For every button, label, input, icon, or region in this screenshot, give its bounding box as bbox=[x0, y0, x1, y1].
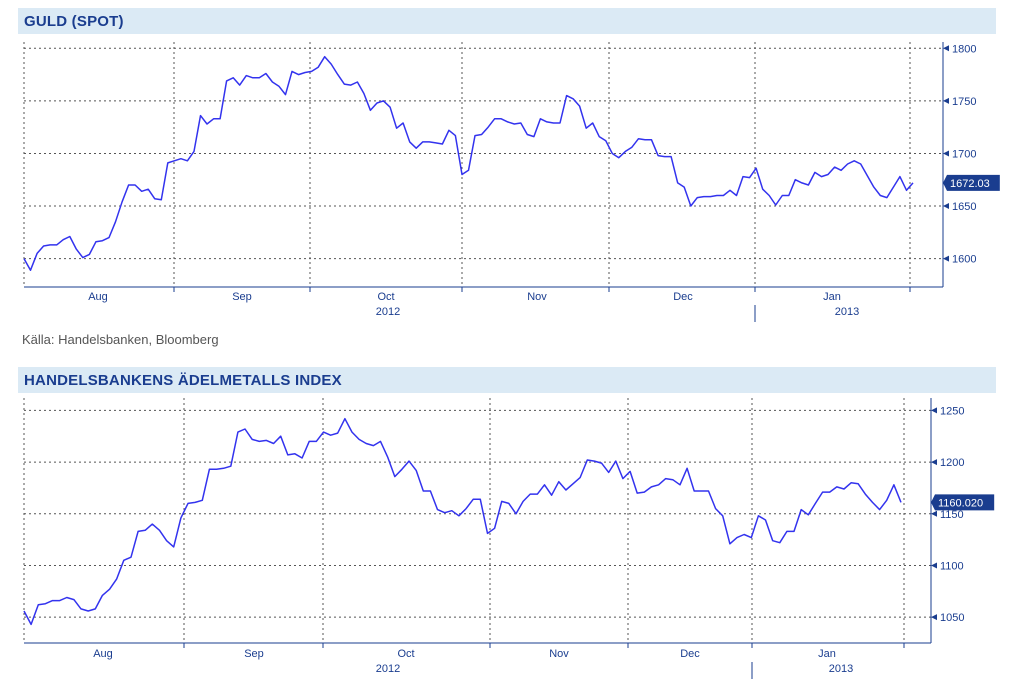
chart1-y-tick-mark-1 bbox=[943, 203, 949, 210]
chart2-y-tick-mark-2 bbox=[931, 510, 937, 517]
chart1-month-label-2: Oct bbox=[377, 291, 394, 303]
chart2-month-label-2: Oct bbox=[397, 648, 414, 660]
source-note: Källa: Handelsbanken, Bloomberg bbox=[22, 332, 219, 347]
chart1-year-label-0: 2012 bbox=[376, 306, 400, 318]
chart1-y-tick-mark-2 bbox=[943, 150, 949, 157]
chart1-series-line bbox=[23, 55, 914, 271]
chart2-year-label-0: 2012 bbox=[376, 663, 400, 675]
chart1-month-label-5: Jan bbox=[823, 291, 841, 303]
chart2-y-tick-mark-0 bbox=[931, 614, 937, 621]
chart2-title: HANDELSBANKENS ÄDELMETALLS INDEX bbox=[24, 372, 342, 389]
chart2-year-label-1: 2013 bbox=[829, 663, 853, 675]
chart1-title: GULD (SPOT) bbox=[24, 13, 124, 30]
chart2-y-tick-mark-1 bbox=[931, 562, 937, 569]
chart2-last-value-label: 1160.020 bbox=[938, 497, 983, 509]
chart2-month-label-5: Jan bbox=[818, 648, 836, 660]
chart2-y-tick-label-2: 1150 bbox=[940, 509, 964, 521]
chart1-y-tick-label-4: 1800 bbox=[952, 43, 976, 55]
chart1-month-label-3: Nov bbox=[527, 291, 547, 303]
chart1-month-label-0: Aug bbox=[88, 291, 108, 303]
chart2-month-label-4: Dec bbox=[680, 648, 700, 660]
chart1-y-tick-label-2: 1700 bbox=[952, 148, 976, 160]
chart2-y-tick-label-4: 1250 bbox=[940, 405, 964, 417]
chart1-y-tick-mark-0 bbox=[943, 255, 949, 262]
chart2-month-label-1: Sep bbox=[244, 648, 264, 660]
chart1-y-tick-label-3: 1750 bbox=[952, 96, 976, 108]
chart2-y-tick-label-1: 1100 bbox=[940, 560, 964, 572]
chart2-title-bar: HANDELSBANKENS ÄDELMETALLS INDEX bbox=[18, 367, 996, 393]
chart2-y-tick-label-0: 1050 bbox=[940, 612, 964, 624]
chart2-month-label-0: Aug bbox=[93, 648, 113, 660]
chart1-y-tick-label-1: 1650 bbox=[952, 201, 976, 213]
chart2-y-tick-mark-3 bbox=[931, 459, 937, 466]
chart2-y-tick-mark-4 bbox=[931, 407, 937, 414]
chart1-last-value-box bbox=[943, 174, 1000, 191]
chart1-year-label-1: 2013 bbox=[835, 306, 859, 318]
chart1-y-tick-mark-3 bbox=[943, 97, 949, 104]
chart2-month-label-3: Nov bbox=[549, 648, 569, 660]
chart2-y-tick-label-3: 1200 bbox=[940, 457, 964, 469]
chart1-month-label-4: Dec bbox=[673, 291, 693, 303]
chart1-last-value-label: 1672.03 bbox=[950, 178, 990, 190]
chart1-title-bar: GULD (SPOT) bbox=[18, 8, 996, 34]
chart2-last-value-box bbox=[931, 494, 995, 511]
chart1-y-tick-label-0: 1600 bbox=[952, 254, 976, 266]
chart1-month-label-1: Sep bbox=[232, 291, 252, 303]
chart1-y-tick-mark-4 bbox=[943, 45, 949, 52]
chart2-series-line bbox=[23, 417, 902, 626]
